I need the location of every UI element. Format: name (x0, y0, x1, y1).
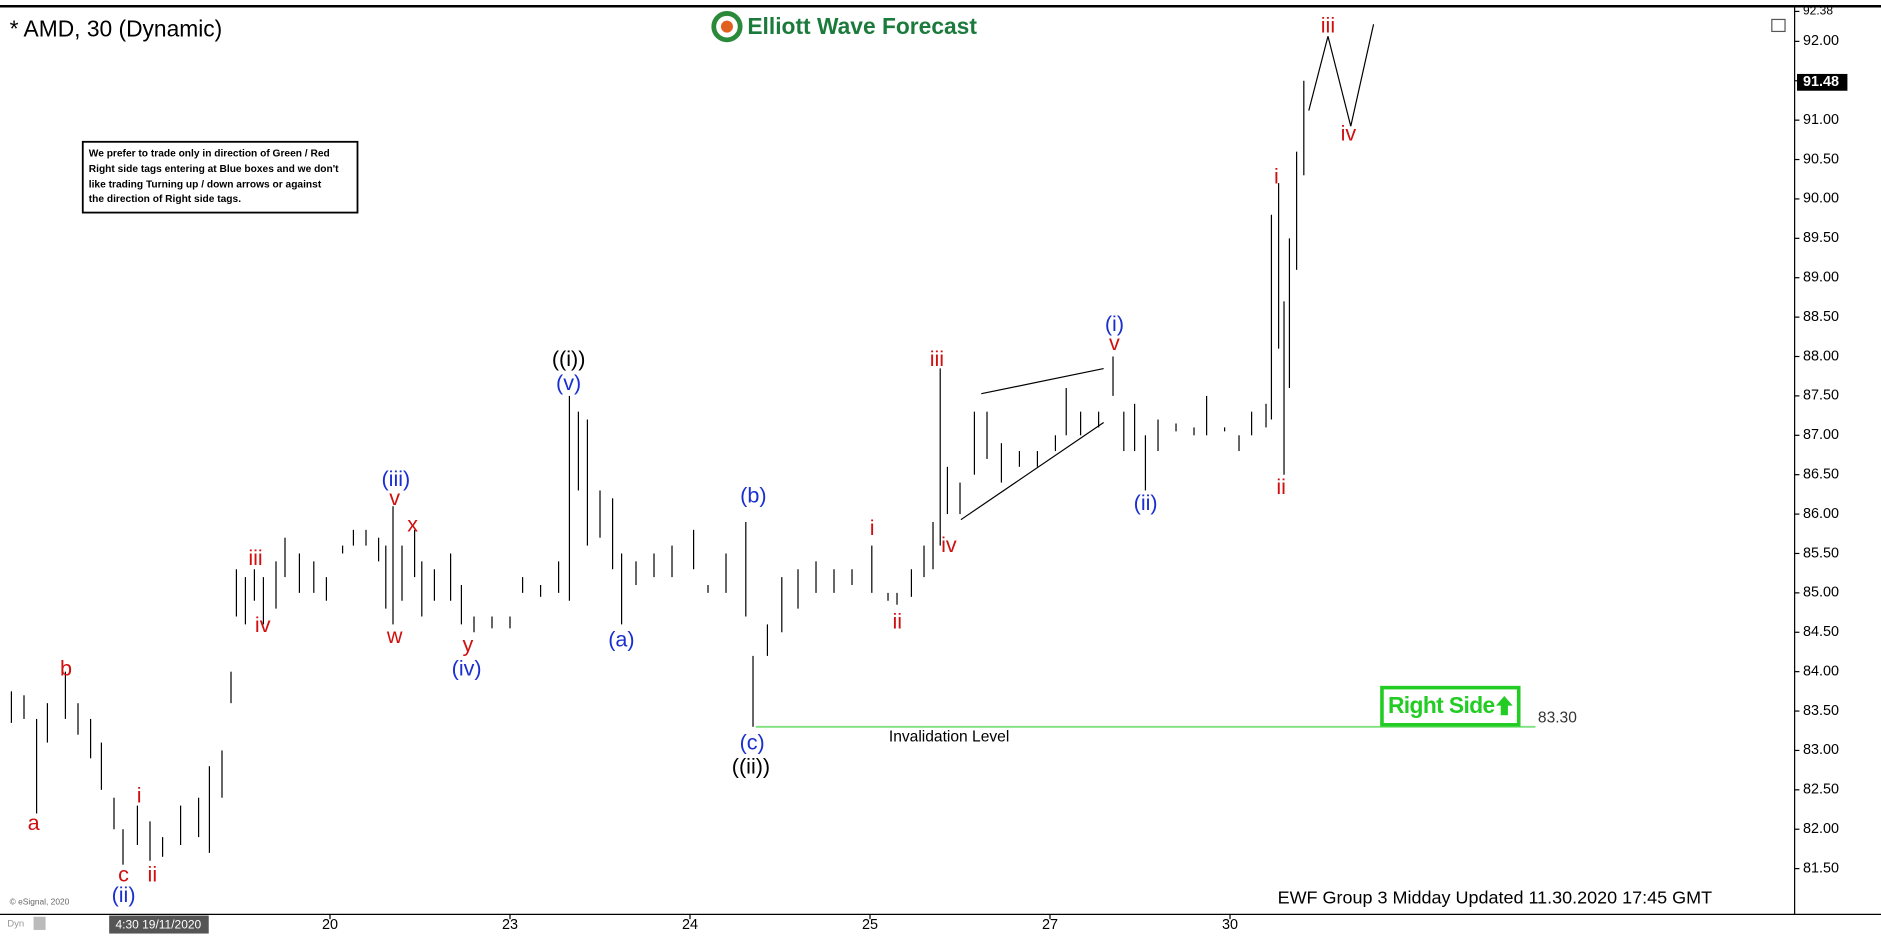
y-tick-label: 84.00 (1803, 663, 1839, 679)
y-tick-label: 90.00 (1803, 191, 1839, 207)
wave-label: v (1109, 330, 1120, 355)
y-tick-label: 86.00 (1803, 506, 1839, 522)
logo: Elliott Wave Forecast (707, 9, 996, 46)
wave-label: ii (1276, 474, 1286, 499)
triangle-line (960, 422, 1104, 521)
wave-label: iv (1341, 120, 1357, 145)
wave-label: ((ii)) (732, 754, 770, 779)
y-tick-label: 88.00 (1803, 348, 1839, 364)
y-tick-label: 86.50 (1803, 466, 1839, 482)
x-tick-label: 23 (502, 917, 518, 933)
wave-label: (iv) (452, 655, 482, 680)
y-tick-label: 82.00 (1803, 821, 1839, 837)
y-tick-label: 87.50 (1803, 388, 1839, 404)
note-frame (81, 140, 359, 214)
invalidation-value: 83.30 (1538, 710, 1577, 727)
wave-label: iv (941, 532, 957, 557)
invalidation-text: Invalidation Level (889, 729, 1009, 746)
chart-title: * AMD, 30 (Dynamic) (10, 15, 223, 41)
wave-label: ii (148, 862, 158, 887)
y-tick-label: 91.00 (1803, 112, 1839, 128)
note-line: like trading Turning up / down arrows or… (89, 180, 322, 191)
wave-label: ((i)) (552, 346, 586, 371)
footer: EWF Group 3 Midday Updated 11.30.2020 17… (1278, 888, 1713, 908)
note-line: the direction of Right side tags. (89, 194, 241, 205)
right-side-arrow (1495, 696, 1513, 716)
wave-label: iii (930, 346, 944, 371)
wave-drawings (960, 24, 1375, 521)
wave-label: (b) (740, 483, 766, 508)
mode-label: Dyn (7, 918, 24, 929)
wave-label: ii (893, 609, 903, 634)
cursor-label: 4:30 19/11/2020 (115, 917, 201, 931)
price-tag-label: 91.48 (1803, 74, 1839, 90)
logo-text: Elliott Wave Forecast (747, 13, 977, 39)
price-tag-label: 92.38 (1803, 4, 1833, 18)
wave-label: (iii) (381, 466, 410, 491)
wave-label: w (386, 623, 403, 648)
y-tick-label: 83.00 (1803, 742, 1839, 758)
y-tick-label: 92.00 (1803, 33, 1839, 49)
wave-label: a (28, 810, 40, 835)
note-line: Right side tags entering at Blue boxes a… (89, 164, 339, 175)
y-tick-label: 84.50 (1803, 624, 1839, 640)
x-tick-label: 24 (682, 917, 698, 933)
logo-bg (707, 9, 996, 46)
window-button[interactable] (1771, 18, 1786, 33)
y-tick-label: 89.50 (1803, 230, 1839, 246)
note-box: We prefer to trade only in direction of … (81, 140, 359, 214)
y-tick-label: 89.00 (1803, 270, 1839, 286)
wave-label: i (137, 782, 142, 807)
last-price-box (1797, 73, 1848, 91)
wave-label: (ii) (112, 882, 136, 907)
copyright: © eSignal, 2020 (10, 897, 70, 907)
x-tick-label: 30 (1222, 917, 1238, 933)
cursor-box (109, 915, 209, 934)
mode-button[interactable] (33, 916, 46, 930)
wave-label: x (407, 511, 418, 536)
wave-label: iii (248, 545, 262, 570)
y-tick-label: 87.00 (1803, 427, 1839, 443)
wave-label: (ii) (1134, 490, 1158, 515)
wave-label: y (462, 631, 473, 656)
wave-label: v (389, 485, 400, 510)
x-tick-label: 20 (322, 917, 338, 933)
y-tick-label: 85.50 (1803, 545, 1839, 561)
y-tick-label: 81.50 (1803, 860, 1839, 876)
right-side-tag (1380, 685, 1521, 727)
wave-label: b (60, 655, 72, 680)
wave-label: (a) (608, 627, 634, 652)
x-tick-label: 27 (1042, 917, 1058, 933)
note-line: We prefer to trade only in direction of … (89, 148, 330, 159)
logo-icon (711, 11, 743, 43)
wave-label: (v) (556, 370, 581, 395)
right-side-text: Right Side (1388, 692, 1495, 718)
y-tick-label: 90.50 (1803, 151, 1839, 167)
y-tick-label: 88.50 (1803, 309, 1839, 325)
wave-label: iii (1321, 12, 1335, 37)
wave-label: i (1274, 163, 1279, 188)
wave-label: (i) (1105, 311, 1124, 336)
wave-label: (c) (740, 730, 765, 755)
projection-path (1308, 24, 1375, 127)
x-tick-label: 25 (862, 917, 878, 933)
y-tick-label: 82.50 (1803, 782, 1839, 798)
wave-label: i (870, 515, 875, 540)
logo-icon-core (720, 20, 733, 33)
triangle-line (981, 367, 1104, 395)
y-tick-label: 83.50 (1803, 703, 1839, 719)
y-tick-label: 85.00 (1803, 585, 1839, 601)
wave-label: iv (255, 612, 271, 637)
wave-label: c (118, 862, 129, 887)
